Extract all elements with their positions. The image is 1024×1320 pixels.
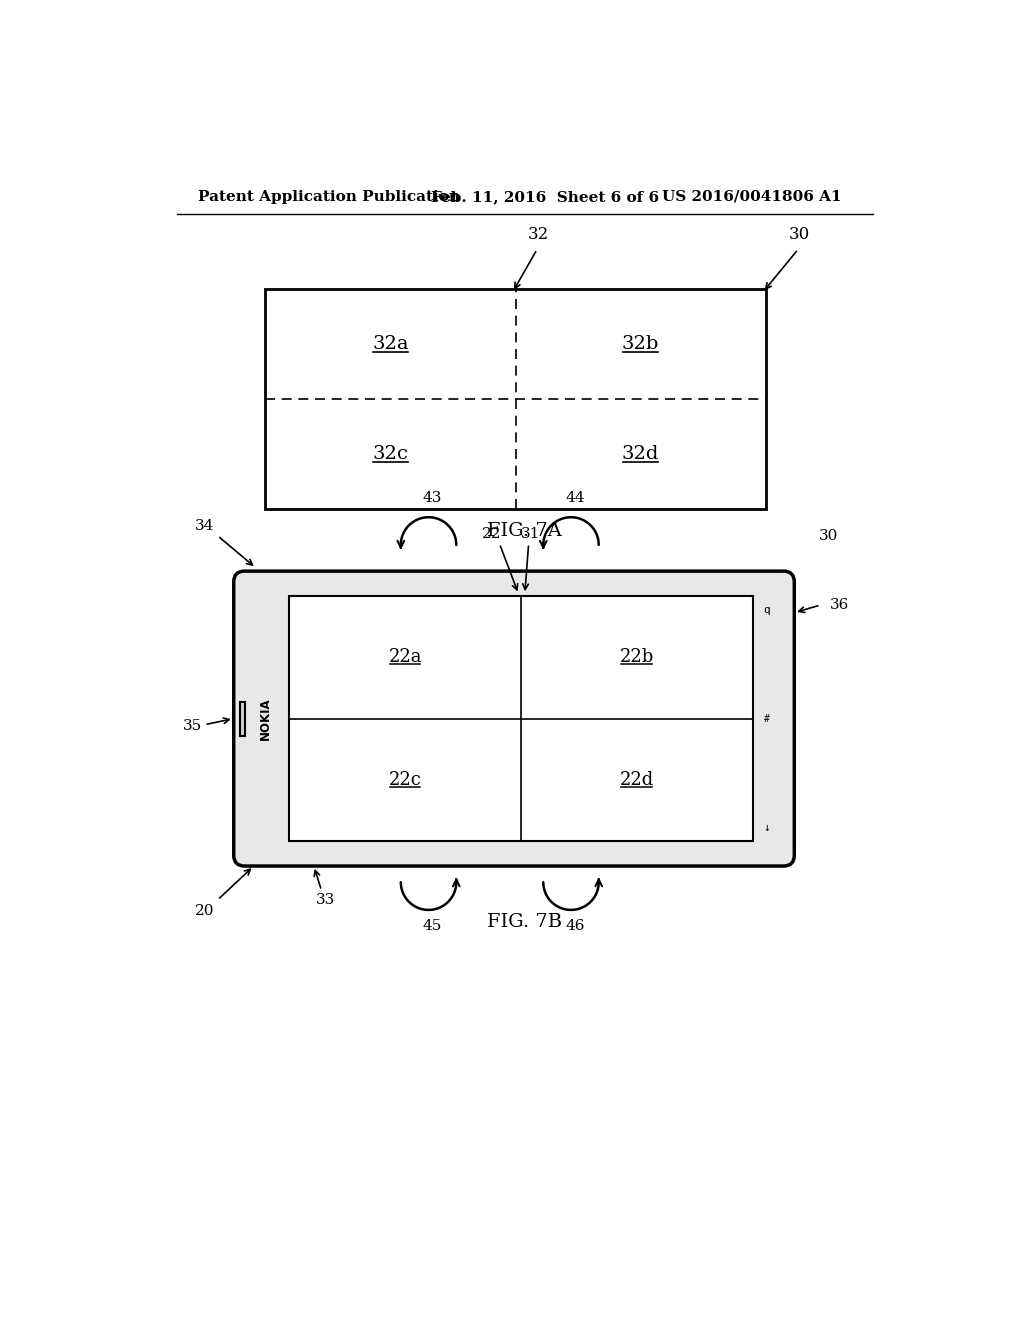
Text: 46: 46 bbox=[565, 919, 585, 933]
Text: 34: 34 bbox=[195, 520, 214, 533]
Text: 32d: 32d bbox=[622, 445, 659, 463]
Text: Feb. 11, 2016  Sheet 6 of 6: Feb. 11, 2016 Sheet 6 of 6 bbox=[431, 190, 659, 203]
Text: 22a: 22a bbox=[388, 648, 422, 667]
Text: 36: 36 bbox=[829, 598, 849, 612]
Text: Patent Application Publication: Patent Application Publication bbox=[199, 190, 461, 203]
Text: 33: 33 bbox=[315, 892, 335, 907]
Text: 43: 43 bbox=[423, 491, 442, 506]
Text: 35: 35 bbox=[182, 719, 202, 734]
Bar bbox=[265, 289, 766, 508]
Text: ↓: ↓ bbox=[763, 822, 770, 833]
Text: 30: 30 bbox=[818, 529, 838, 543]
Text: 31: 31 bbox=[520, 527, 540, 541]
Bar bbox=[289, 595, 753, 841]
Text: 30: 30 bbox=[790, 226, 810, 243]
Text: 22d: 22d bbox=[620, 771, 654, 789]
Text: FIG. 7B: FIG. 7B bbox=[487, 913, 562, 931]
Text: 22: 22 bbox=[482, 527, 502, 541]
Text: 22b: 22b bbox=[620, 648, 654, 667]
Text: #: # bbox=[764, 714, 769, 723]
Text: 32a: 32a bbox=[372, 335, 409, 354]
Text: US 2016/0041806 A1: US 2016/0041806 A1 bbox=[662, 190, 842, 203]
Text: NOKIA: NOKIA bbox=[259, 697, 271, 741]
FancyBboxPatch shape bbox=[233, 572, 795, 866]
Text: 20: 20 bbox=[195, 904, 214, 917]
Text: 32: 32 bbox=[528, 226, 549, 243]
Bar bbox=[240, 702, 246, 735]
Text: FIG. 7A: FIG. 7A bbox=[487, 523, 562, 540]
Text: q: q bbox=[763, 605, 770, 615]
Text: 32b: 32b bbox=[622, 335, 659, 354]
Text: 45: 45 bbox=[423, 919, 442, 933]
Text: 32c: 32c bbox=[373, 445, 409, 463]
Text: 22c: 22c bbox=[389, 771, 422, 789]
Text: 44: 44 bbox=[565, 491, 585, 506]
